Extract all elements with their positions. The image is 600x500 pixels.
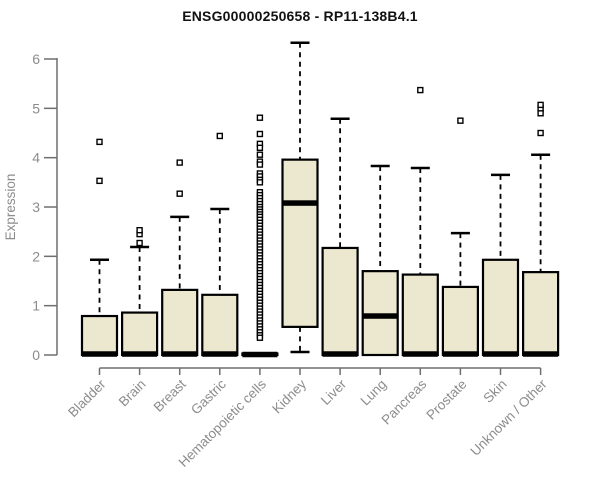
- outlier-point: [176, 190, 183, 197]
- boxplot-unknown-other: [521, 101, 560, 357]
- iqr-box: [361, 270, 399, 357]
- x-tick-label: Bladder: [65, 376, 109, 420]
- median-line: [162, 351, 198, 357]
- chart-title: ENSG00000250658 - RP11-138B4.1: [182, 8, 418, 24]
- outlier-point: [256, 130, 264, 138]
- outlier-point: [256, 179, 264, 186]
- iqr-box: [521, 271, 560, 357]
- outlier-point: [176, 159, 183, 166]
- y-axis: 0 1 2 3 4 5 6 Expression: [3, 51, 58, 363]
- boxplot-gastric: [201, 132, 239, 357]
- y-tick-label: 0: [32, 347, 40, 363]
- boxplot-lung: [361, 164, 399, 357]
- iqr-box: [441, 285, 479, 357]
- outlier-point: [256, 151, 264, 158]
- iqr-box: [281, 158, 319, 328]
- outlier-point: [256, 334, 264, 341]
- median-line: [523, 351, 559, 357]
- iqr-box: [80, 314, 119, 357]
- x-tick-label: Breast: [151, 376, 189, 414]
- outlier-point: [256, 161, 264, 168]
- iqr-box: [481, 258, 520, 357]
- median-line: [362, 313, 398, 319]
- outlier-point: [136, 226, 143, 234]
- median-line: [202, 351, 238, 357]
- y-tick-label: 1: [32, 298, 40, 314]
- x-tick-label: Unknown / Other: [467, 376, 550, 459]
- boxplot-bladder: [80, 138, 119, 357]
- median-line: [242, 351, 278, 358]
- x-tick-label: Brain: [116, 377, 149, 410]
- y-tick-label: 5: [32, 100, 40, 116]
- outlier-point: [216, 132, 224, 140]
- outlier-point: [537, 101, 544, 109]
- boxplot-brain: [120, 226, 159, 357]
- boxplot-prostate: [441, 117, 479, 357]
- median-line: [402, 351, 438, 357]
- iqr-box: [201, 293, 239, 357]
- iqr-box: [161, 288, 199, 357]
- y-tick-label: 3: [32, 199, 40, 215]
- x-tick-label: Lung: [357, 377, 389, 409]
- boxplot-kidney: [281, 41, 319, 354]
- outlier-point: [96, 177, 103, 185]
- median-line: [483, 351, 518, 357]
- boxplot-pancreas: [401, 86, 439, 357]
- x-tick-label: Skin: [480, 377, 509, 406]
- outlier-point: [417, 86, 424, 94]
- outlier-point: [256, 114, 264, 121]
- median-line: [282, 200, 318, 206]
- boxplot-breast: [161, 159, 199, 357]
- x-tick-label: Liver: [318, 376, 350, 408]
- y-axis-title: Expression: [3, 174, 18, 241]
- median-line: [442, 351, 478, 357]
- y-tick-label: 2: [32, 248, 40, 264]
- median-line: [122, 351, 158, 357]
- x-tick-label: Prostate: [423, 377, 469, 423]
- x-tick-label: Kidney: [269, 376, 309, 416]
- outlier-point: [96, 138, 103, 146]
- boxplot-skin: [481, 173, 520, 357]
- iqr-box: [120, 311, 159, 357]
- outlier-point: [136, 239, 143, 247]
- iqr-box: [321, 246, 359, 357]
- y-tick-label: 6: [32, 51, 40, 67]
- outlier-point: [457, 117, 464, 124]
- iqr-box: [401, 273, 439, 357]
- median-line: [82, 351, 117, 357]
- y-tick-label: 4: [32, 150, 40, 166]
- boxplot-liver: [321, 117, 359, 357]
- boxplot-hematopoietic-cells: [241, 114, 279, 358]
- outlier-point: [537, 129, 544, 137]
- outlier-point: [256, 144, 264, 152]
- median-line: [322, 351, 358, 357]
